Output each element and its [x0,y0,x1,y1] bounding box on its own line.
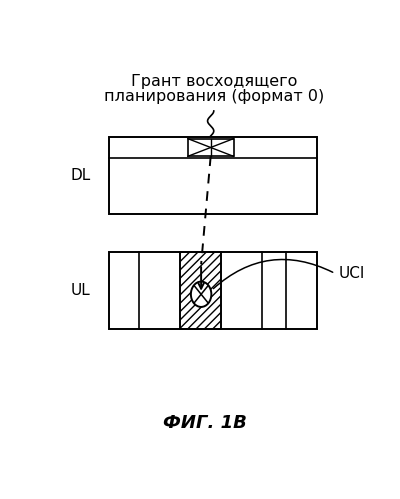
Bar [188,139,234,156]
Text: UL: UL [71,283,91,298]
Bar [180,252,221,329]
Text: ФИГ. 1В: ФИГ. 1В [163,414,247,432]
Bar [109,252,317,329]
Text: DL: DL [71,168,91,183]
Text: UCI: UCI [338,266,365,281]
Text: планирования (формат 0): планирования (формат 0) [104,89,324,104]
Bar [180,252,221,329]
Text: Грант восходящего: Грант восходящего [131,73,298,88]
Circle shape [191,281,211,307]
Bar [109,137,317,214]
